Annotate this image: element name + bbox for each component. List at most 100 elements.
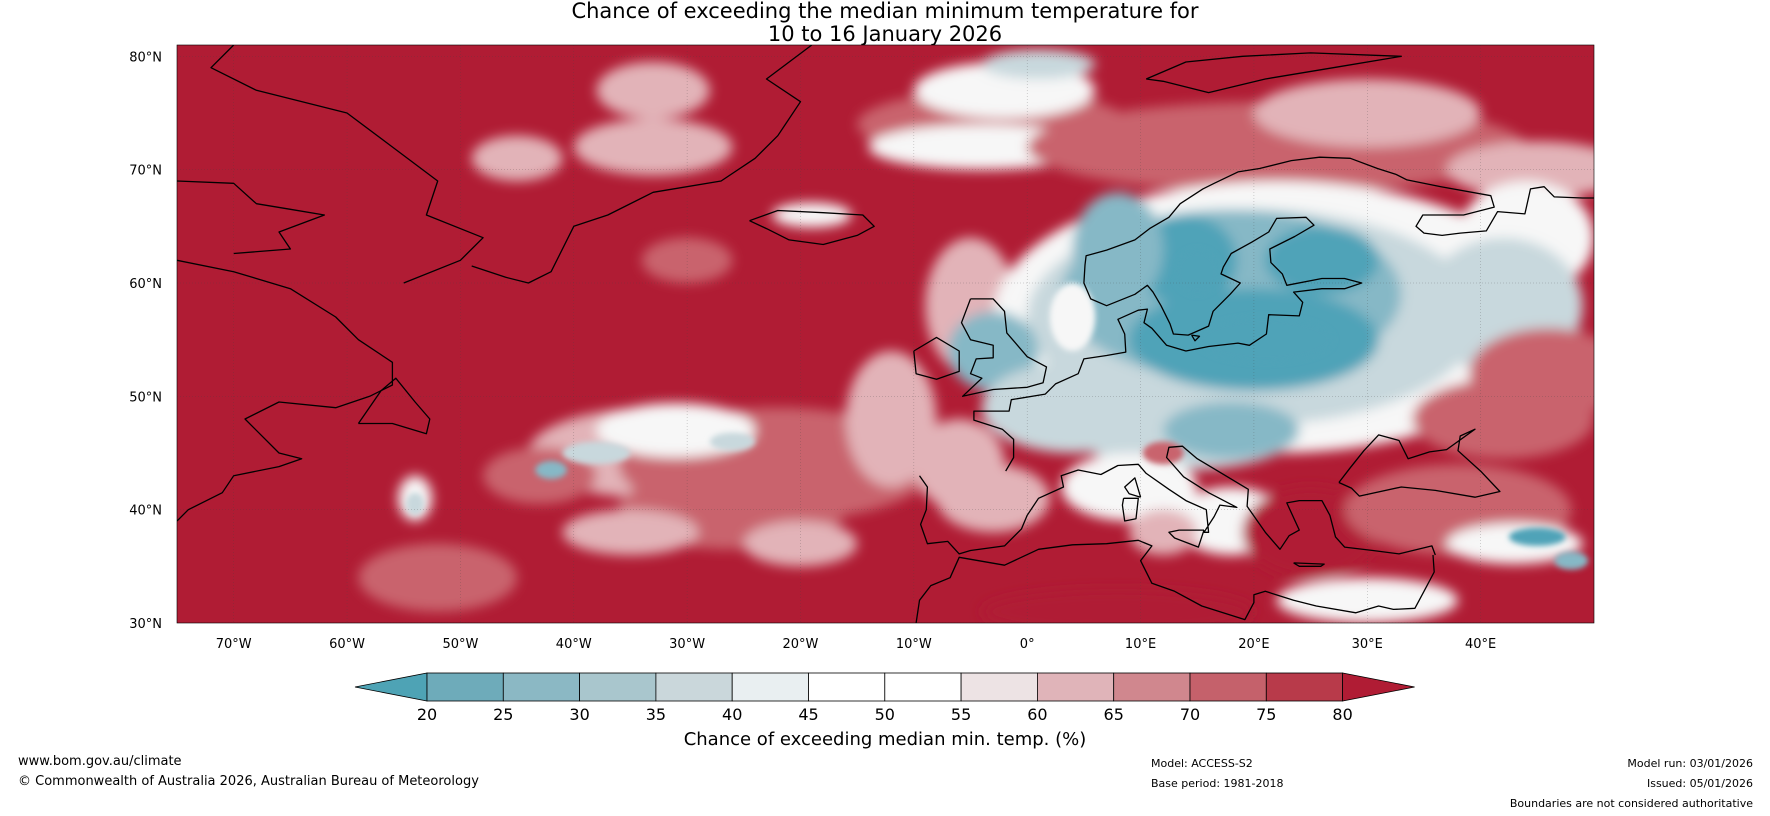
model-run-text: Model run: 03/01/2026 [1627, 757, 1753, 770]
coastline [1124, 477, 1142, 498]
probability-patch [772, 202, 852, 228]
colorbar-segment [426, 672, 504, 702]
probability-patch [358, 543, 518, 612]
probability-detail-patch [1142, 441, 1184, 465]
colorbar-tick-label: 40 [722, 705, 742, 724]
probability-patch [1061, 453, 1198, 521]
coastline [357, 377, 431, 435]
colorbar-tick-label: 75 [1256, 705, 1276, 724]
map-title-line-2: 10 to 16 January 2026 [767, 22, 1003, 46]
colorbar-tick-label: 80 [1332, 705, 1352, 724]
probability-patch [471, 135, 563, 181]
longitude-tick-label: 50°W [442, 637, 478, 652]
coastline [749, 209, 875, 246]
colorbar-segment [960, 672, 1038, 702]
coastline [1145, 52, 1402, 94]
probability-patch [1253, 79, 1481, 147]
colorbar-segment [1037, 672, 1115, 702]
coastline [1338, 428, 1501, 498]
issued-text: Issued: 05/01/2026 [1646, 777, 1753, 790]
colorbar-tick-label: 45 [798, 705, 818, 724]
coastline [913, 336, 960, 380]
coastline [1191, 334, 1201, 342]
colorbar-segment [1265, 672, 1344, 702]
probability-patch [1072, 192, 1164, 306]
probability-detail-patch [709, 432, 756, 451]
coastlines [177, 45, 1594, 623]
colorbar-tick-label: 25 [493, 705, 513, 724]
probability-patch [1129, 509, 1198, 555]
colorbar-tick-label: 35 [646, 705, 666, 724]
coastline [1168, 529, 1205, 548]
longitude-tick-label: 10°E [1125, 637, 1156, 652]
longitude-tick-label: 40°W [556, 637, 592, 652]
map-frame [176, 44, 1595, 624]
latitude-tick-label: 50°N [129, 390, 162, 405]
coastline [915, 539, 1435, 623]
probability-detail-patch [1508, 527, 1566, 546]
longitude-tick-label: 30°W [669, 637, 705, 652]
colorbar-segment [1113, 672, 1191, 702]
coastline [1121, 497, 1139, 522]
probability-patch [562, 509, 699, 555]
colorbar-tick-label: 60 [1027, 705, 1047, 724]
latitude-tick-label: 40°N [129, 504, 162, 519]
colorbar-segment [731, 672, 809, 702]
probability-patch [1242, 486, 1379, 578]
colorbar-tick-label: 50 [875, 705, 895, 724]
anomaly-map [177, 45, 1594, 623]
model-text: Model: ACCESS-S2 [1151, 757, 1253, 770]
colorbar-segment [579, 672, 657, 702]
probability-patch [743, 521, 858, 567]
coastline [1293, 562, 1325, 567]
probability-detail-patch [1174, 248, 1220, 295]
probability-patch [981, 589, 1254, 623]
probability-patch [1276, 577, 1458, 623]
probability-detail-patch [1197, 317, 1334, 363]
graticule [177, 45, 1594, 623]
copyright-text: © Commonwealth of Australia 2026, Austra… [18, 774, 479, 789]
probability-detail-patch [535, 460, 567, 480]
colorbar-tick-label: 65 [1104, 705, 1124, 724]
colorbar-tick-label: 30 [569, 705, 589, 724]
coastline [918, 445, 1436, 556]
probability-detail-patch [562, 441, 631, 465]
longitude-tick-label: 0° [1020, 637, 1035, 652]
latitude-tick-label: 60°N [129, 277, 162, 292]
colorbar-title: Chance of exceeding median min. temp. (%… [684, 729, 1087, 750]
probability-fields [358, 49, 1594, 623]
coastline [973, 156, 1594, 472]
coastline [177, 180, 326, 255]
probability-patch [641, 237, 733, 283]
colorbar-segment [808, 672, 886, 702]
longitude-tick-label: 10°W [896, 637, 932, 652]
website-link[interactable]: www.bom.gov.au/climate [18, 754, 182, 769]
latitude-tick-label: 30°N [129, 617, 162, 632]
colorbar-extend-high [1342, 672, 1415, 702]
probability-detail-fields [405, 248, 1589, 570]
colorbar-tick-label: 70 [1180, 705, 1200, 724]
longitude-tick-label: 60°W [329, 637, 365, 652]
longitude-tick-label: 20°E [1238, 637, 1269, 652]
colorbar-segment [502, 672, 580, 702]
probability-detail-patch [405, 492, 425, 516]
probability-patch [981, 49, 1096, 79]
probability-patch [573, 118, 733, 176]
probability-patch [1163, 402, 1300, 459]
coastline [210, 45, 484, 284]
longitude-tick-label: 70°W [216, 637, 252, 652]
latitude-tick-label: 80°N [129, 50, 162, 65]
probability-detail-patch [1554, 551, 1589, 570]
latitude-axis: 80°N 70°N 60°N 50°N 40°N 30°N [129, 50, 162, 632]
latitude-tick-label: 70°N [129, 164, 162, 179]
longitude-tick-label: 30°E [1352, 637, 1383, 652]
colorbar-segment [1189, 672, 1267, 702]
longitude-tick-label: 20°W [783, 637, 819, 652]
colorbar-tick-label: 55 [951, 705, 971, 724]
colorbar: 20 25 30 35 40 45 50 55 60 65 70 75 80 [354, 672, 1415, 724]
map-title-line-1: Chance of exceeding the median minimum t… [571, 0, 1199, 23]
longitude-tick-label: 40°E [1465, 637, 1496, 652]
probability-patch [596, 62, 710, 119]
disclaimer-text: Boundaries are not considered authoritat… [1509, 797, 1753, 810]
